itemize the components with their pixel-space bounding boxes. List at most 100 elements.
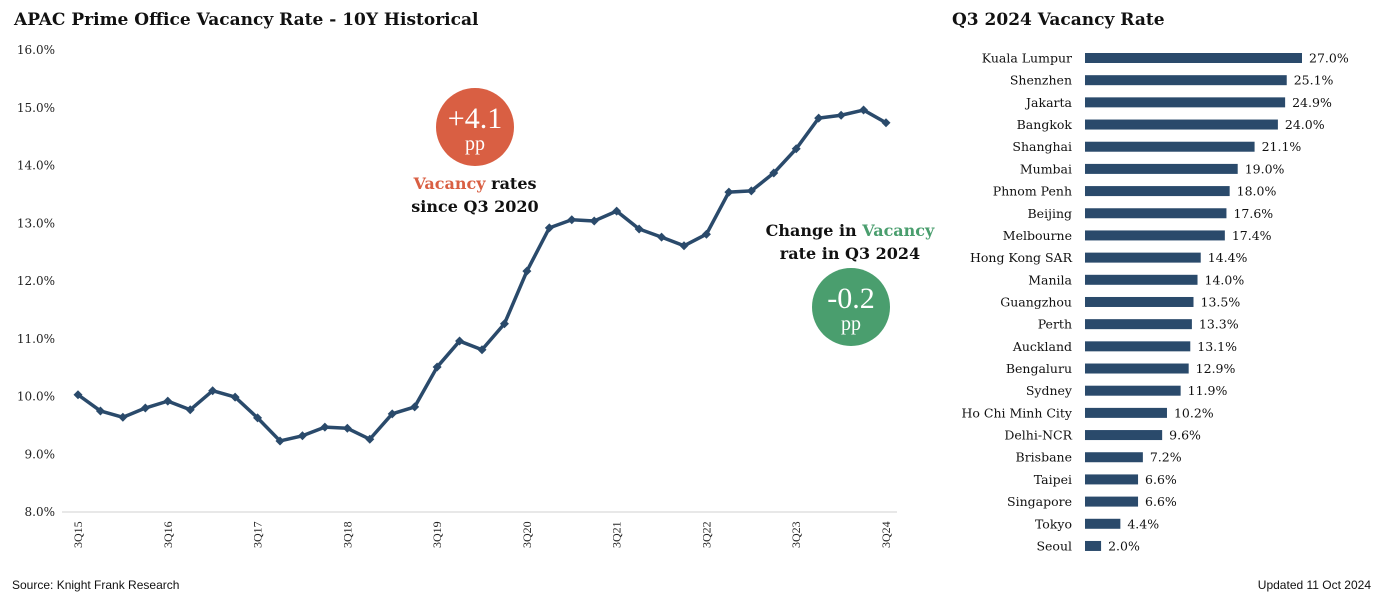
bar	[1085, 75, 1287, 86]
data-point	[140, 403, 150, 413]
data-point	[365, 434, 375, 444]
caption-text: Change in	[765, 221, 863, 240]
vacancy-word: Vacancy	[862, 221, 935, 240]
x-tick-label: 3Q24	[879, 521, 893, 548]
data-point	[455, 336, 465, 346]
bar	[1085, 341, 1191, 352]
bar-value-label: 4.4%	[1127, 516, 1159, 531]
y-tick-label: 15.0%	[17, 101, 55, 115]
change-unit: pp	[841, 313, 861, 335]
data-point	[253, 413, 263, 423]
bar-value-label: 13.5%	[1201, 294, 1241, 309]
bar-category-label: Delhi-NCR	[1004, 428, 1072, 443]
source-note: Source: Knight Frank Research	[12, 578, 180, 592]
bar	[1085, 385, 1181, 396]
updated-note: Updated 11 Oct 2024	[1257, 578, 1371, 592]
y-tick-label: 12.0%	[17, 274, 55, 288]
data-point	[814, 113, 824, 123]
bar	[1085, 141, 1255, 152]
x-tick-label: 3Q23	[789, 521, 803, 548]
y-tick-label: 14.0%	[17, 159, 55, 173]
data-point	[230, 392, 240, 402]
bar-category-label: Manila	[1028, 272, 1072, 287]
data-point	[836, 110, 846, 120]
data-point	[791, 144, 801, 154]
bar-value-label: 9.6%	[1169, 428, 1201, 443]
data-point	[499, 319, 509, 329]
data-point	[769, 168, 779, 178]
increase-caption: Vacancy rates since Q3 2020	[380, 172, 570, 218]
bar-category-label: Auckland	[1012, 339, 1072, 354]
bar	[1085, 363, 1189, 374]
bar-category-label: Bengaluru	[1006, 361, 1072, 376]
bar-value-label: 25.1%	[1294, 73, 1334, 88]
bar	[1085, 407, 1167, 418]
data-point	[634, 224, 644, 234]
bar-category-label: Jakarta	[1024, 95, 1072, 110]
data-point	[163, 396, 173, 406]
bar-value-label: 13.3%	[1199, 317, 1239, 332]
data-point	[297, 431, 307, 441]
data-point	[567, 215, 577, 225]
bar-category-label: Beijing	[1027, 206, 1072, 221]
y-tick-label: 11.0%	[17, 332, 55, 346]
bar-value-label: 24.9%	[1292, 95, 1332, 110]
data-point	[387, 409, 397, 419]
bar	[1085, 319, 1192, 330]
bar-value-label: 24.0%	[1285, 117, 1325, 132]
bar-value-label: 7.2%	[1150, 450, 1182, 465]
bar-value-label: 14.4%	[1208, 250, 1248, 265]
change-value: -0.2	[827, 282, 875, 315]
bar-value-label: 6.6%	[1145, 494, 1177, 509]
data-point	[95, 406, 105, 416]
bar-category-label: Phnom Penh	[993, 184, 1072, 199]
data-point	[208, 386, 218, 396]
bar	[1085, 163, 1238, 174]
data-point	[73, 390, 83, 400]
bar-category-label: Taipei	[1034, 472, 1072, 487]
bar	[1085, 119, 1278, 130]
y-tick-label: 13.0%	[17, 216, 55, 230]
bar-value-label: 17.6%	[1233, 206, 1273, 221]
data-point	[589, 216, 599, 226]
bar	[1085, 496, 1139, 507]
bar-category-label: Ho Chi Minh City	[961, 405, 1072, 420]
data-point	[657, 232, 667, 242]
bar	[1085, 274, 1198, 285]
data-point	[477, 345, 487, 355]
data-point	[320, 422, 330, 432]
bar	[1085, 452, 1143, 463]
bar-chart-title: Q3 2024 Vacancy Rate	[952, 10, 1165, 30]
vacancy-word: Vacancy	[413, 174, 486, 193]
change-badge: -0.2 pp	[812, 268, 890, 346]
bar-value-label: 21.1%	[1262, 139, 1302, 154]
bar-value-label: 6.6%	[1145, 472, 1177, 487]
bar-category-label: Mumbai	[1020, 161, 1072, 176]
data-point	[118, 412, 128, 422]
change-caption: Change in Vacancy rate in Q3 2024	[740, 219, 960, 265]
x-tick-label: 3Q21	[610, 521, 624, 548]
caption-text: since Q3 2020	[411, 197, 539, 216]
data-point	[544, 223, 554, 233]
bar-value-label: 11.9%	[1188, 383, 1228, 398]
bar-value-label: 18.0%	[1237, 184, 1277, 199]
bar-category-label: Melbourne	[1003, 228, 1072, 243]
line-chart-title: APAC Prime Office Vacancy Rate - 10Y His…	[14, 10, 479, 30]
bar-value-label: 19.0%	[1245, 161, 1285, 176]
data-point	[432, 362, 442, 372]
bar-category-label: Tokyo	[1035, 516, 1072, 531]
bar-category-label: Brisbane	[1016, 450, 1072, 465]
x-tick-label: 3Q20	[520, 521, 534, 548]
increase-unit: pp	[465, 133, 485, 155]
bar-category-label: Shanghai	[1012, 139, 1072, 154]
y-tick-label: 9.0%	[25, 447, 56, 461]
bar-value-label: 14.0%	[1205, 272, 1245, 287]
x-tick-label: 3Q19	[430, 521, 444, 548]
bar	[1085, 97, 1286, 108]
data-point	[724, 187, 734, 197]
bar-category-label: Kuala Lumpur	[982, 51, 1072, 66]
bar	[1085, 518, 1121, 529]
bar-category-label: Seoul	[1036, 538, 1072, 553]
bar-value-label: 13.1%	[1197, 339, 1237, 354]
